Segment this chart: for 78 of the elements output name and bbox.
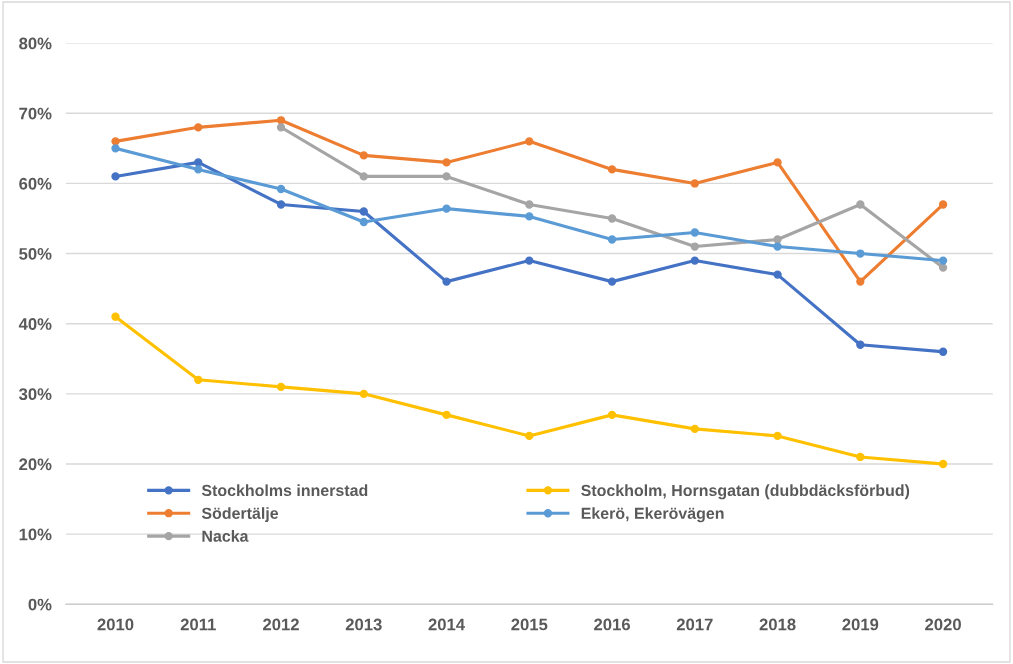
- point: [276, 200, 286, 209]
- point: [525, 256, 534, 265]
- y-tick-label: 80%: [19, 37, 52, 50]
- point: [773, 235, 782, 244]
- point: [938, 347, 948, 356]
- point: [938, 459, 948, 469]
- point: [194, 158, 203, 167]
- y-tick-label: 10%: [19, 528, 52, 541]
- point: [359, 151, 368, 160]
- point: [359, 217, 368, 227]
- point: [607, 410, 617, 420]
- point: [442, 410, 451, 420]
- point: [194, 123, 203, 132]
- point: [442, 172, 451, 181]
- x-tick-label: 2019: [842, 618, 879, 631]
- point: [938, 263, 948, 272]
- point: [690, 424, 699, 434]
- legend-label: Södertälje: [201, 507, 279, 523]
- point: [607, 165, 617, 174]
- y-tick-label: 20%: [19, 458, 52, 471]
- point: [773, 270, 782, 279]
- point: [690, 228, 699, 237]
- point: [111, 144, 120, 153]
- y-tick-label: 0%: [28, 598, 52, 611]
- x-tick-label: 2014: [428, 618, 465, 631]
- y-tick-label: 30%: [18, 388, 52, 401]
- legend-label: Ekerö, Ekerövägen: [581, 507, 724, 523]
- point: [194, 375, 203, 384]
- point: [276, 184, 286, 194]
- point: [938, 256, 948, 265]
- point: [359, 207, 368, 216]
- point: [276, 382, 286, 391]
- legend-label: Nacka: [202, 530, 249, 542]
- x-tick-label: 2011: [180, 618, 216, 631]
- point: [194, 165, 203, 174]
- x-tick-label: 2013: [345, 618, 382, 631]
- point: [525, 431, 534, 441]
- point: [359, 172, 368, 181]
- point: [856, 277, 865, 286]
- point: [359, 389, 368, 399]
- x-tick-label: 2012: [263, 618, 299, 631]
- x-tick-label: 2010: [97, 618, 134, 631]
- point: [773, 242, 782, 251]
- legend-label: Stockholm, Hornsgatan (dubbdäcksförbud): [581, 484, 910, 500]
- y-tick-label: 60%: [19, 177, 52, 190]
- point: [276, 116, 286, 125]
- point: [690, 242, 699, 251]
- point: [276, 123, 286, 132]
- point: [773, 431, 782, 441]
- point: [607, 235, 617, 244]
- point: [111, 172, 120, 181]
- point: [525, 137, 534, 146]
- y-tick-label: 70%: [19, 107, 52, 120]
- point: [442, 204, 451, 213]
- point: [856, 249, 865, 258]
- x-tick-label: 2016: [594, 618, 630, 631]
- point: [607, 277, 617, 286]
- y-tick-label: 40%: [18, 318, 52, 330]
- point: [773, 158, 782, 167]
- point: [442, 158, 451, 167]
- point: [525, 212, 534, 221]
- point: [690, 179, 699, 188]
- x-tick-label: 2018: [759, 618, 796, 631]
- point: [938, 200, 948, 209]
- point: [856, 452, 865, 462]
- y-tick-label: 50%: [19, 247, 52, 260]
- x-tick-label: 2015: [511, 618, 548, 631]
- point: [111, 312, 120, 321]
- legend-label: Stockholms innerstad: [201, 484, 368, 497]
- point: [442, 277, 451, 286]
- point: [856, 200, 865, 209]
- x-tick-label: 2017: [676, 618, 713, 631]
- point: [111, 137, 120, 146]
- point: [525, 200, 534, 209]
- x-tick-label: 2020: [925, 618, 961, 631]
- point: [607, 214, 617, 223]
- point: [690, 256, 699, 265]
- point: [856, 340, 865, 349]
